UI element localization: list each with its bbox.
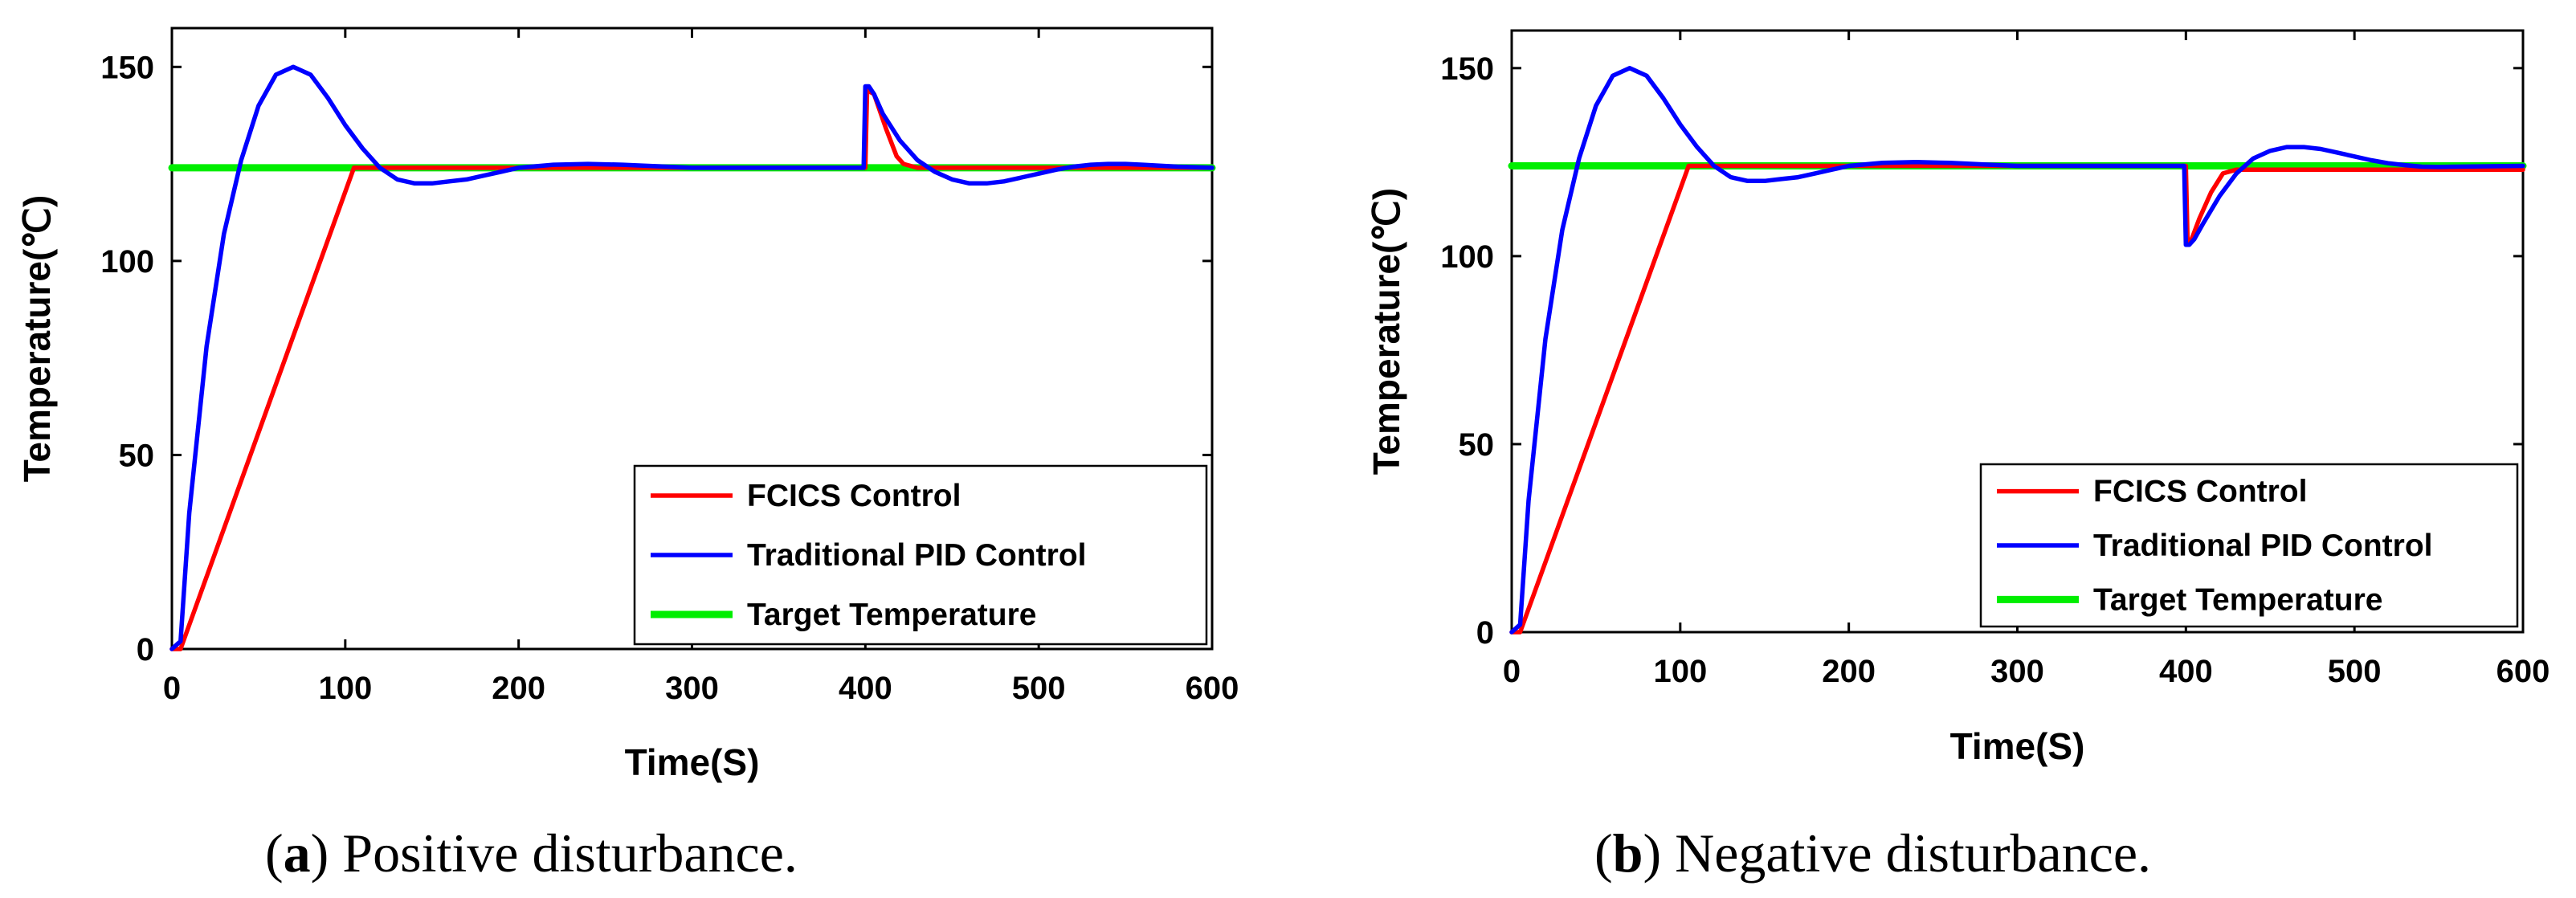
- chart-b-ytick-label: 150: [1440, 51, 1494, 87]
- chart-a-xlabel: Time(S): [625, 741, 760, 783]
- chart-a-caption-open: (: [265, 822, 284, 884]
- chart-a-xtick-label: 300: [665, 671, 719, 706]
- chart-a-legend-label: FCICS Control: [747, 479, 961, 513]
- chart-b-ytick-label: 0: [1476, 615, 1494, 651]
- chart-a-legend-label: Traditional PID Control: [747, 538, 1087, 573]
- chart-b: 0 100 200 300 400 500 600 0 50 100 150 Time(S) Tempe…: [1366, 29, 2550, 884]
- chart-b-xlabel: Time(S): [1950, 725, 2085, 767]
- chart-a-ylabel: Temperature(℃): [16, 195, 58, 483]
- chart-b-xtick-label: 0: [1503, 654, 1521, 689]
- chart-b-ylabel: Temperature(℃): [1366, 188, 1407, 476]
- chart-a-legend-label: Target Temperature: [747, 598, 1036, 632]
- chart-a: 0 100 200 300 400 500 600 0 50 100 150 Time(S) Tempe…: [16, 27, 1239, 884]
- chart-b-series-traditional-pid-control: [1509, 66, 2525, 635]
- chart-a-xtick-label: 500: [1012, 671, 1066, 706]
- chart-a-caption-letter: a: [284, 822, 311, 884]
- chart-a-caption: (a) Positive disturbance.: [265, 822, 798, 884]
- chart-b-caption: (b) Negative disturbance.: [1594, 822, 2151, 884]
- chart-b-caption-open: (: [1594, 822, 1613, 884]
- chart-b-ytick-label: 100: [1440, 239, 1494, 275]
- chart-a-caption-text: ) Positive disturbance.: [311, 822, 798, 884]
- chart-b-xtick-label: 300: [1990, 654, 2044, 689]
- chart-a-ytick-label: 100: [100, 244, 154, 280]
- chart-b-ytick-label: 50: [1459, 427, 1495, 463]
- chart-a-series-traditional-pid-control: [169, 64, 1215, 651]
- chart-b-xtick-label: 600: [2496, 654, 2550, 689]
- chart-b-xtick-label: 200: [1822, 654, 1876, 689]
- chart-b-xtick-label: 100: [1653, 654, 1707, 689]
- chart-a-xtick-label: 200: [492, 671, 545, 706]
- chart-b-caption-text: ) Negative disturbance.: [1643, 822, 2151, 884]
- chart-a-xtick-label: 600: [1186, 671, 1239, 706]
- chart-b-legend-label: Target Temperature: [2093, 582, 2382, 617]
- chart-b-legend-label: FCICS Control: [2093, 475, 2307, 509]
- chart-a-xtick-label: 400: [839, 671, 892, 706]
- chart-a-xtick-label: 0: [163, 671, 181, 706]
- chart-b-legend-label: Traditional PID Control: [2093, 529, 2433, 563]
- chart-b-xtick-label: 400: [2159, 654, 2213, 689]
- chart-b-xtick-label: 500: [2328, 654, 2382, 689]
- chart-a-ytick-label: 0: [137, 632, 154, 667]
- chart-b-caption-letter: b: [1613, 822, 1643, 884]
- chart-a-xtick-label: 100: [318, 671, 372, 706]
- chart-a-ytick-label: 150: [100, 50, 154, 85]
- chart-a-ytick-label: 50: [119, 438, 155, 473]
